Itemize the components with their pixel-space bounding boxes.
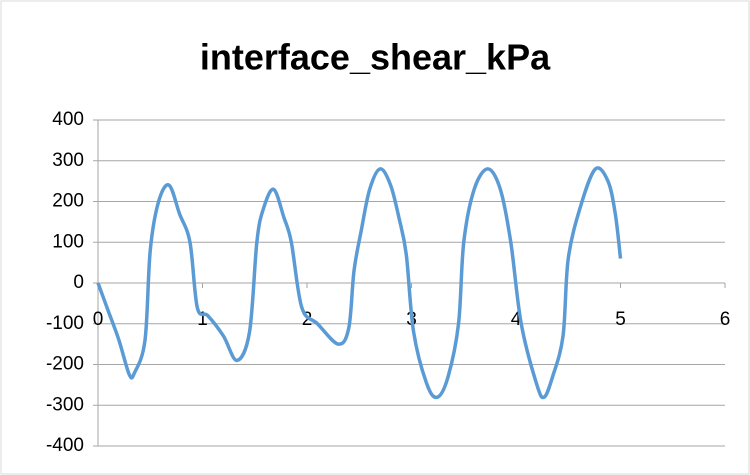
x-tick-label: 6 — [720, 309, 731, 330]
x-tick-label: 1 — [197, 309, 208, 330]
y-tick-label: -100 — [46, 313, 84, 334]
chart-title: interface_shear_kPa — [200, 37, 551, 78]
y-tick-label: 100 — [52, 231, 84, 252]
y-tick-label: 400 — [52, 109, 84, 130]
y-tick-label: 200 — [52, 191, 84, 212]
x-tick-label: 4 — [511, 309, 522, 330]
y-tick-label: -300 — [46, 394, 84, 415]
y-tick-label: 0 — [73, 272, 84, 293]
x-tick-label: 0 — [93, 309, 104, 330]
x-tick-label: 2 — [302, 309, 313, 330]
data-line — [96, 166, 623, 400]
x-tick-label: 5 — [615, 309, 626, 330]
y-tick-label: -400 — [46, 435, 84, 456]
y-tick-label: 300 — [52, 150, 84, 171]
y-tick-label: -200 — [46, 354, 84, 375]
